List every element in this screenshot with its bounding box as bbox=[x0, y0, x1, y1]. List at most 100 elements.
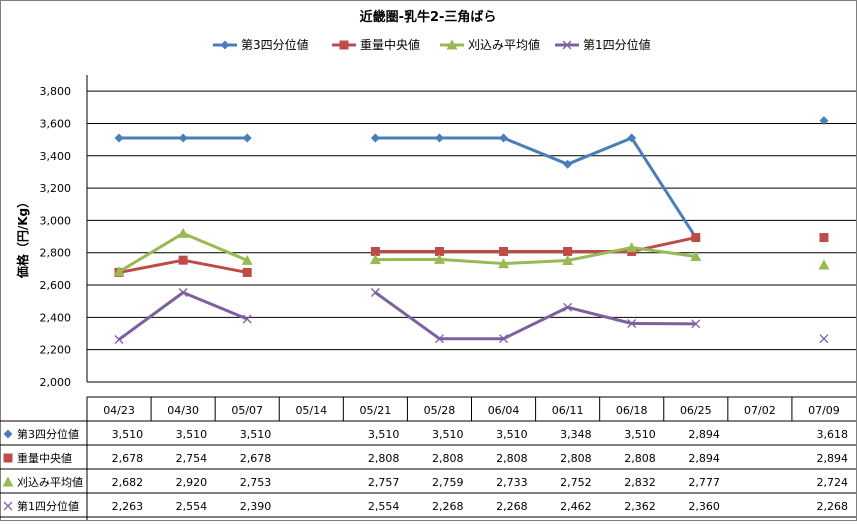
data-point bbox=[499, 246, 509, 256]
data-label: 2,777 bbox=[688, 476, 720, 489]
y-tick-label: 2,800 bbox=[40, 247, 72, 260]
y-tick-label: 3,200 bbox=[40, 182, 72, 195]
chart-title: 近畿圏-乳牛2-三角ばら bbox=[360, 9, 497, 25]
y-axis-label: 価格（円/Kg） bbox=[15, 196, 30, 279]
data-point bbox=[178, 133, 188, 143]
table-row-header: 第3四分位値 bbox=[17, 427, 79, 441]
data-label: 2,682 bbox=[112, 476, 144, 489]
legend-label: 刈込み平均値 bbox=[468, 37, 540, 52]
data-label: 2,462 bbox=[560, 500, 592, 513]
y-tick-label: 3,000 bbox=[40, 214, 72, 227]
data-point bbox=[114, 335, 124, 344]
data-point bbox=[113, 266, 125, 277]
x-tick-label: 06/04 bbox=[488, 404, 520, 417]
y-tick-label: 3,400 bbox=[40, 150, 72, 163]
table-row-header: 第1四分位値 bbox=[17, 499, 79, 513]
table-row-header: 重量中央値 bbox=[17, 451, 72, 465]
table-legend-key bbox=[2, 476, 14, 487]
data-point bbox=[627, 319, 637, 328]
data-point bbox=[499, 334, 509, 344]
series-layer bbox=[113, 116, 830, 344]
data-point bbox=[114, 133, 124, 143]
legend: 第3四分位値 重量中央値 刈込み平均値 第1四分位値 bbox=[213, 37, 651, 52]
data-label: 2,268 bbox=[432, 500, 464, 513]
data-point bbox=[370, 288, 380, 297]
data-point bbox=[498, 258, 510, 269]
data-label: 2,554 bbox=[176, 500, 208, 513]
x-tick-label: 05/14 bbox=[295, 404, 327, 417]
data-point bbox=[563, 246, 573, 256]
data-label: 3,510 bbox=[624, 428, 656, 441]
x-tick-label: 05/21 bbox=[360, 404, 392, 417]
y-tick-label: 2,400 bbox=[40, 311, 72, 324]
x-tick-label: 04/23 bbox=[103, 404, 135, 417]
data-label: 2,733 bbox=[496, 476, 528, 489]
data-label: 2,268 bbox=[496, 500, 528, 513]
data-label: 3,510 bbox=[176, 428, 208, 441]
data-label: 2,808 bbox=[560, 452, 592, 465]
table-legend-key bbox=[3, 501, 13, 511]
data-point bbox=[818, 259, 830, 270]
x-tick-label: 06/11 bbox=[552, 404, 584, 417]
data-point bbox=[819, 233, 829, 243]
data-label: 2,554 bbox=[368, 500, 400, 513]
data-label: 2,360 bbox=[688, 500, 720, 513]
data-label: 2,920 bbox=[176, 476, 208, 489]
legend-item: 刈込み平均値 bbox=[440, 37, 540, 52]
series-4 bbox=[114, 288, 829, 344]
data-point bbox=[434, 334, 444, 344]
data-label: 2,753 bbox=[240, 476, 272, 489]
data-label: 2,808 bbox=[496, 452, 528, 465]
data-point bbox=[177, 227, 189, 238]
y-tick-label: 2,200 bbox=[40, 344, 72, 357]
data-point bbox=[242, 314, 252, 324]
legend-label: 第3四分位値 bbox=[241, 37, 309, 52]
data-point bbox=[499, 133, 509, 143]
legend-marker bbox=[446, 39, 458, 50]
data-label: 2,757 bbox=[368, 476, 400, 489]
table-legend-key bbox=[3, 429, 13, 439]
table-legend-key bbox=[3, 453, 13, 463]
data-label: 2,390 bbox=[240, 500, 272, 513]
data-point bbox=[691, 319, 701, 329]
data-point bbox=[178, 288, 188, 297]
table-row-header: 刈込み平均値 bbox=[17, 476, 83, 489]
data-point bbox=[369, 254, 381, 265]
legend-marker bbox=[562, 40, 572, 50]
x-tick-label: 07/09 bbox=[808, 404, 840, 417]
data-label: 2,808 bbox=[432, 452, 464, 465]
y-tick-label: 2,600 bbox=[40, 279, 72, 292]
data-point bbox=[626, 242, 638, 253]
x-tick-label: 06/18 bbox=[616, 404, 648, 417]
data-point bbox=[690, 250, 702, 261]
series-line bbox=[374, 291, 696, 341]
data-label: 2,754 bbox=[176, 452, 208, 465]
data-point bbox=[562, 254, 574, 265]
data-label: 2,832 bbox=[624, 476, 656, 489]
legend-item: 重量中央値 bbox=[332, 37, 420, 52]
data-label: 2,752 bbox=[560, 476, 592, 489]
y-tick-label: 2,000 bbox=[40, 376, 72, 389]
legend-label: 重量中央値 bbox=[360, 37, 420, 52]
data-label: 2,894 bbox=[688, 428, 720, 441]
series-3 bbox=[113, 227, 830, 277]
x-tick-label: 07/02 bbox=[744, 404, 776, 417]
data-point bbox=[370, 133, 380, 143]
data-label: 2,268 bbox=[817, 500, 849, 513]
data-point bbox=[242, 267, 252, 277]
data-label: 3,510 bbox=[432, 428, 464, 441]
data-point bbox=[563, 302, 573, 312]
data-label: 3,510 bbox=[112, 428, 144, 441]
series-1 bbox=[114, 116, 829, 243]
data-table: 04/23 04/30 05/07 05/14 05/21 05/28 06/04 06/11… bbox=[0, 396, 856, 525]
data-label: 3,510 bbox=[368, 428, 400, 441]
x-tick-label: 05/28 bbox=[424, 404, 456, 417]
legend-marker bbox=[339, 40, 349, 50]
data-point bbox=[370, 246, 380, 256]
data-point bbox=[242, 133, 252, 143]
y-axis: 2,000 2,200 2,400 2,600 2,800 3,000 3,200 3,400… bbox=[40, 75, 88, 389]
data-point bbox=[563, 159, 573, 169]
series-line bbox=[375, 136, 698, 239]
x-tick-label: 05/07 bbox=[231, 404, 263, 417]
